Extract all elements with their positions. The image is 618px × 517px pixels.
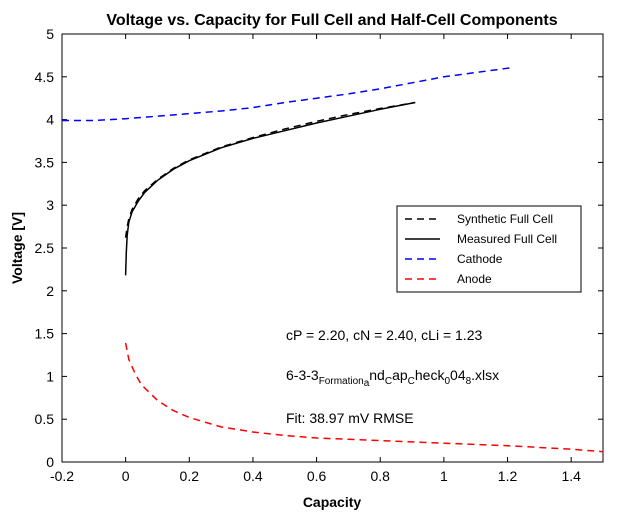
rmse-annotation: Fit: 38.97 mV RMSE bbox=[286, 410, 414, 426]
x-tick-label: -0.2 bbox=[50, 468, 74, 484]
file-name-part: C bbox=[408, 376, 415, 387]
y-tick-label: 1 bbox=[46, 368, 54, 384]
file-name-part: 6-3-3 bbox=[286, 367, 319, 383]
legend-label: Cathode bbox=[457, 252, 503, 266]
series-lines bbox=[62, 66, 604, 453]
file-name-part: Formation bbox=[319, 376, 364, 387]
file-name-part: 04 bbox=[450, 367, 466, 383]
file-name-part: .xlsx bbox=[471, 367, 499, 383]
x-tick-label: 0.2 bbox=[180, 468, 200, 484]
file-name: 6-3-3FormationandCapCheck0048.xlsx bbox=[286, 367, 499, 389]
chart-title: Voltage vs. Capacity for Full Cell and H… bbox=[106, 12, 557, 29]
x-tick-label: 0.4 bbox=[243, 468, 263, 484]
legend-label: Synthetic Full Cell bbox=[457, 212, 553, 226]
file-name-part: 8 bbox=[466, 376, 472, 387]
axis-ticks: -0.2 0 0.2 0.4 0.6 0.8 1 1.2 1.400.511.522.533.5… bbox=[35, 26, 603, 484]
legend: Synthetic Full Cell Measured Full Cell Cat… bbox=[396, 205, 582, 293]
series-line-1 bbox=[124, 101, 416, 276]
y-tick-label: 3.5 bbox=[35, 154, 55, 170]
legend-label: Anode bbox=[457, 272, 492, 286]
x-tick-label: 0.6 bbox=[307, 468, 327, 484]
y-tick-label: 1.5 bbox=[35, 326, 55, 342]
x-tick-label: 0.8 bbox=[371, 468, 391, 484]
y-tick-label: 4 bbox=[46, 112, 54, 128]
legend-label: Measured Full Cell bbox=[457, 232, 557, 246]
x-tick-label: 1.2 bbox=[498, 468, 518, 484]
x-tick-label: 1 bbox=[440, 468, 448, 484]
fit-parameters: cP = 2.20, cN = 2.40, cLi = 1.23 bbox=[286, 327, 482, 343]
file-name-part: ap bbox=[392, 367, 408, 383]
file-name-part: heck bbox=[415, 367, 446, 383]
file-name-part: nd bbox=[369, 367, 385, 383]
y-tick-label: 2.5 bbox=[35, 240, 55, 256]
y-axis-label: Voltage [V] bbox=[9, 212, 25, 284]
y-tick-label: 4.5 bbox=[35, 69, 55, 85]
file-name-part: 0 bbox=[444, 376, 450, 387]
series-line-3 bbox=[124, 342, 604, 453]
x-tick-label: 1.4 bbox=[561, 468, 581, 484]
y-tick-label: 3 bbox=[46, 197, 54, 213]
file-name-part: C bbox=[385, 376, 392, 387]
y-tick-label: 2 bbox=[46, 283, 54, 299]
series-line-2 bbox=[62, 66, 514, 122]
y-tick-label: 0.5 bbox=[35, 411, 55, 427]
legend-box bbox=[396, 205, 582, 293]
y-tick-label: 0 bbox=[46, 454, 54, 470]
y-tick-label: 5 bbox=[46, 26, 54, 42]
x-axis-label: Capacity bbox=[303, 494, 362, 510]
x-tick-label: 0 bbox=[122, 468, 130, 484]
file-name-part: a bbox=[364, 378, 370, 389]
